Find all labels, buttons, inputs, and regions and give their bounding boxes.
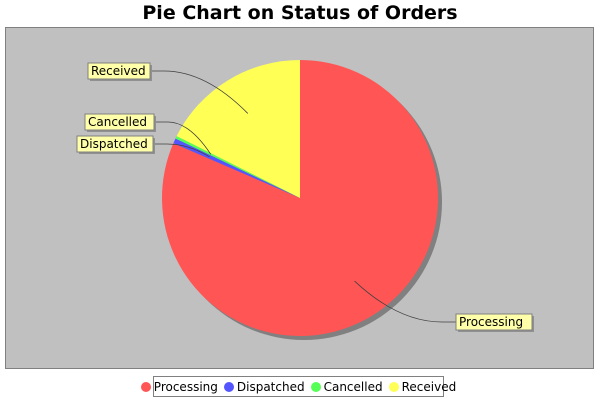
slice-label-received: Received (91, 64, 146, 78)
leader-line-received (150, 70, 249, 114)
legend-item-received: Received (388, 379, 457, 394)
slice-label-box-processing (455, 313, 533, 331)
legend-item-processing: Processing (140, 379, 218, 394)
legend-item-dispatched: Dispatched (223, 379, 305, 394)
legend-label-cancelled: Cancelled (323, 379, 383, 394)
legend-item-cancelled: Cancelled (310, 379, 383, 394)
legend-swatch-cancelled (310, 381, 321, 392)
leader-line-dispatched (153, 143, 210, 158)
legend-label-received: Received (401, 379, 457, 394)
chart-title: Pie Chart on Status of Orders (142, 2, 458, 24)
slice-label-box-cancelled (84, 113, 155, 131)
slice-label-cancelled: Cancelled (88, 115, 147, 129)
legend-label-processing: Processing (153, 379, 218, 394)
legend-swatch-dispatched (223, 381, 234, 392)
leader-line-processing (354, 280, 456, 323)
legend-swatch-processing (140, 381, 151, 392)
pie-slice-processing[interactable] (161, 60, 438, 337)
slice-label-box-received (87, 62, 151, 80)
slice-label-dispatched: Dispatched (80, 137, 148, 151)
leader-line-cancelled (154, 121, 212, 155)
pie-slice-cancelled[interactable] (175, 136, 300, 198)
pie-slice-received[interactable] (176, 60, 300, 198)
legend-swatch-received (388, 381, 399, 392)
slice-label-box-dispatched (76, 135, 154, 153)
slice-label-processing: Processing (459, 315, 523, 329)
legend: Processing Dispatched Cancelled Received (140, 376, 456, 397)
legend-label-dispatched: Dispatched (236, 379, 305, 394)
pie-slice-dispatched[interactable] (173, 138, 300, 198)
